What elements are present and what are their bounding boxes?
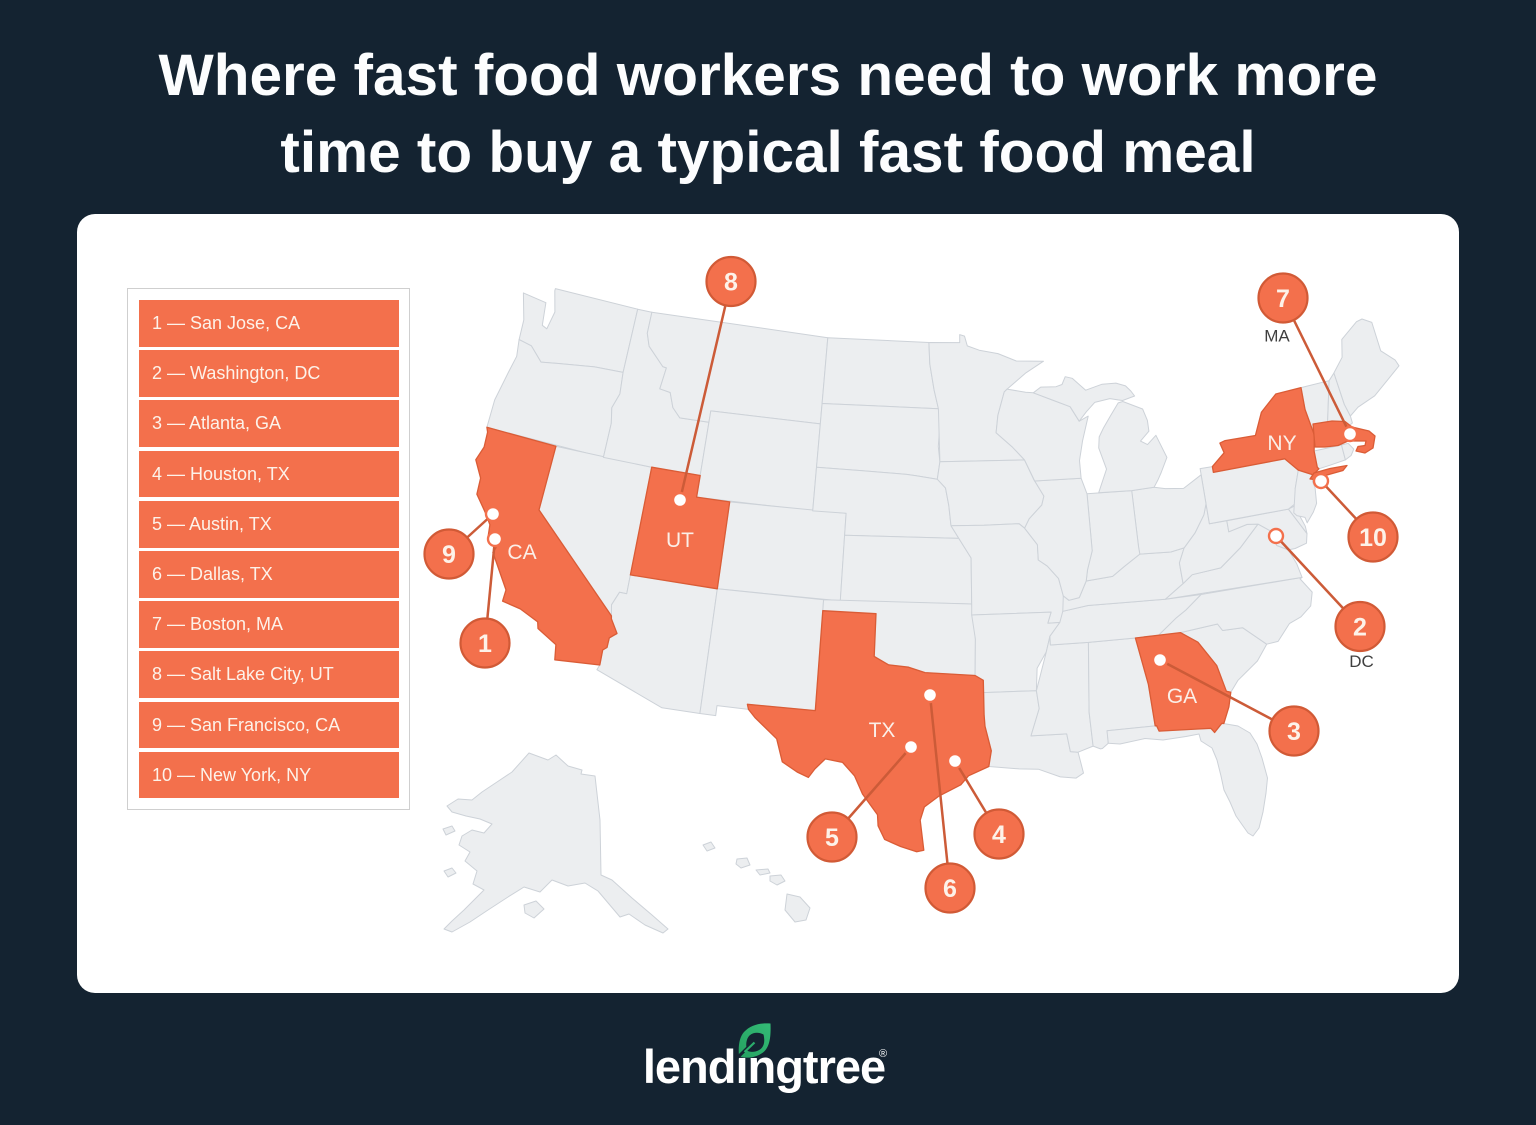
svg-text:5: 5 bbox=[825, 824, 839, 852]
svg-text:CA: CA bbox=[507, 541, 536, 564]
svg-text:9: 9 bbox=[442, 541, 456, 569]
svg-text:3: 3 bbox=[1287, 718, 1301, 746]
svg-text:1: 1 bbox=[478, 630, 492, 658]
svg-text:MA: MA bbox=[1264, 327, 1290, 346]
svg-text:®: ® bbox=[879, 1048, 887, 1060]
svg-text:NY: NY bbox=[1267, 432, 1296, 455]
svg-text:TX: TX bbox=[869, 719, 896, 742]
svg-text:10: 10 bbox=[1359, 524, 1387, 552]
svg-text:4: 4 bbox=[992, 821, 1006, 849]
svg-text:UT: UT bbox=[666, 529, 694, 552]
svg-text:2: 2 bbox=[1353, 614, 1367, 642]
svg-text:DC: DC bbox=[1349, 652, 1374, 671]
svg-text:7: 7 bbox=[1276, 285, 1290, 313]
svg-text:6: 6 bbox=[943, 875, 957, 903]
svg-text:8: 8 bbox=[724, 269, 738, 297]
svg-text:GA: GA bbox=[1167, 685, 1197, 708]
